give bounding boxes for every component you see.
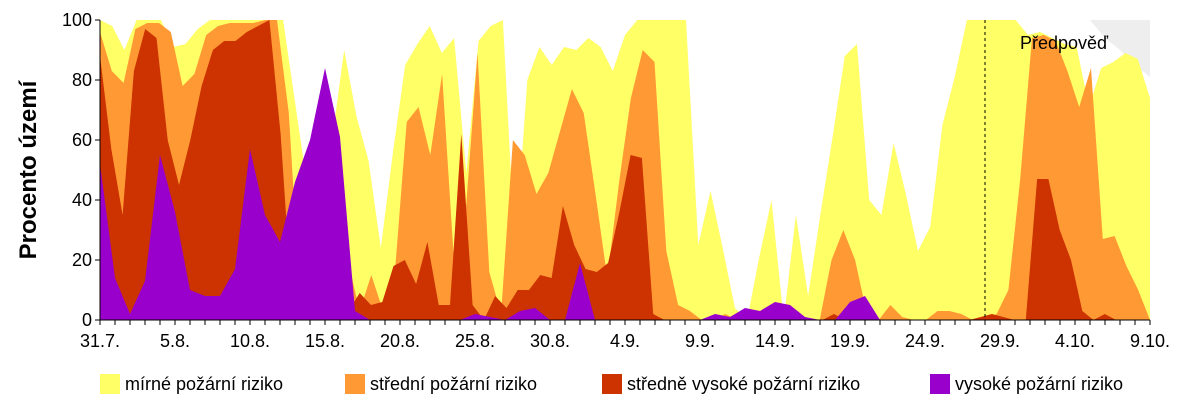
y-axis-label: Procento území: [15, 79, 42, 259]
forecast-label: Předpověď: [1020, 33, 1109, 53]
axes: 0 20 40 60 80 100 31.7. 5.8. 10.8. 15.8. 20.8. 25.8…: [62, 10, 1170, 351]
x-tick-label: 5.8.: [160, 331, 190, 351]
legend-swatch-3: [602, 374, 622, 394]
x-tick-label: 19.9.: [830, 331, 870, 351]
x-tick-label: 4.10.: [1055, 331, 1095, 351]
legend-swatch-4: [930, 374, 950, 394]
forecast-grey-area: [1075, 20, 1150, 77]
x-tick-label: 4.9.: [610, 331, 640, 351]
y-tick-label: 100: [62, 10, 92, 30]
legend-label-3: středně vysoké požární riziko: [627, 374, 860, 394]
legend-label-1: mírné požární riziko: [125, 374, 283, 394]
series-areas: [100, 20, 1150, 320]
x-tick-label: 9.9.: [685, 331, 715, 351]
x-tick-label: 20.8.: [380, 331, 420, 351]
x-tick-label: 14.9.: [755, 331, 795, 351]
y-tick-label: 40: [72, 190, 92, 210]
legend-label-2: střední požární riziko: [370, 374, 537, 394]
legend-swatch-2: [345, 374, 365, 394]
x-tick-label: 24.9.: [905, 331, 945, 351]
legend-swatch-1: [100, 374, 120, 394]
x-tick-label: 10.8.: [230, 331, 270, 351]
series-area-1: [100, 68, 1150, 320]
y-tick-label: 0: [82, 310, 92, 330]
legend-label-4: vysoké požární riziko: [955, 374, 1123, 394]
x-tick-label: 15.8.: [305, 331, 345, 351]
x-tick-label: 9.10.: [1130, 331, 1170, 351]
y-tick-label: 20: [72, 250, 92, 270]
x-tick-label: 25.8.: [455, 331, 495, 351]
x-tick-label: 30.8.: [530, 331, 570, 351]
legend: mírné požární riziko střední požární rizi…: [100, 374, 1123, 394]
y-tick-label: 60: [72, 130, 92, 150]
series-area-3: [100, 20, 1150, 320]
y-tick-label: 80: [72, 70, 92, 90]
series-area-2: [100, 20, 1150, 320]
x-tick-label: 29.9.: [980, 331, 1020, 351]
x-tick-label: 31.7.: [80, 331, 120, 351]
